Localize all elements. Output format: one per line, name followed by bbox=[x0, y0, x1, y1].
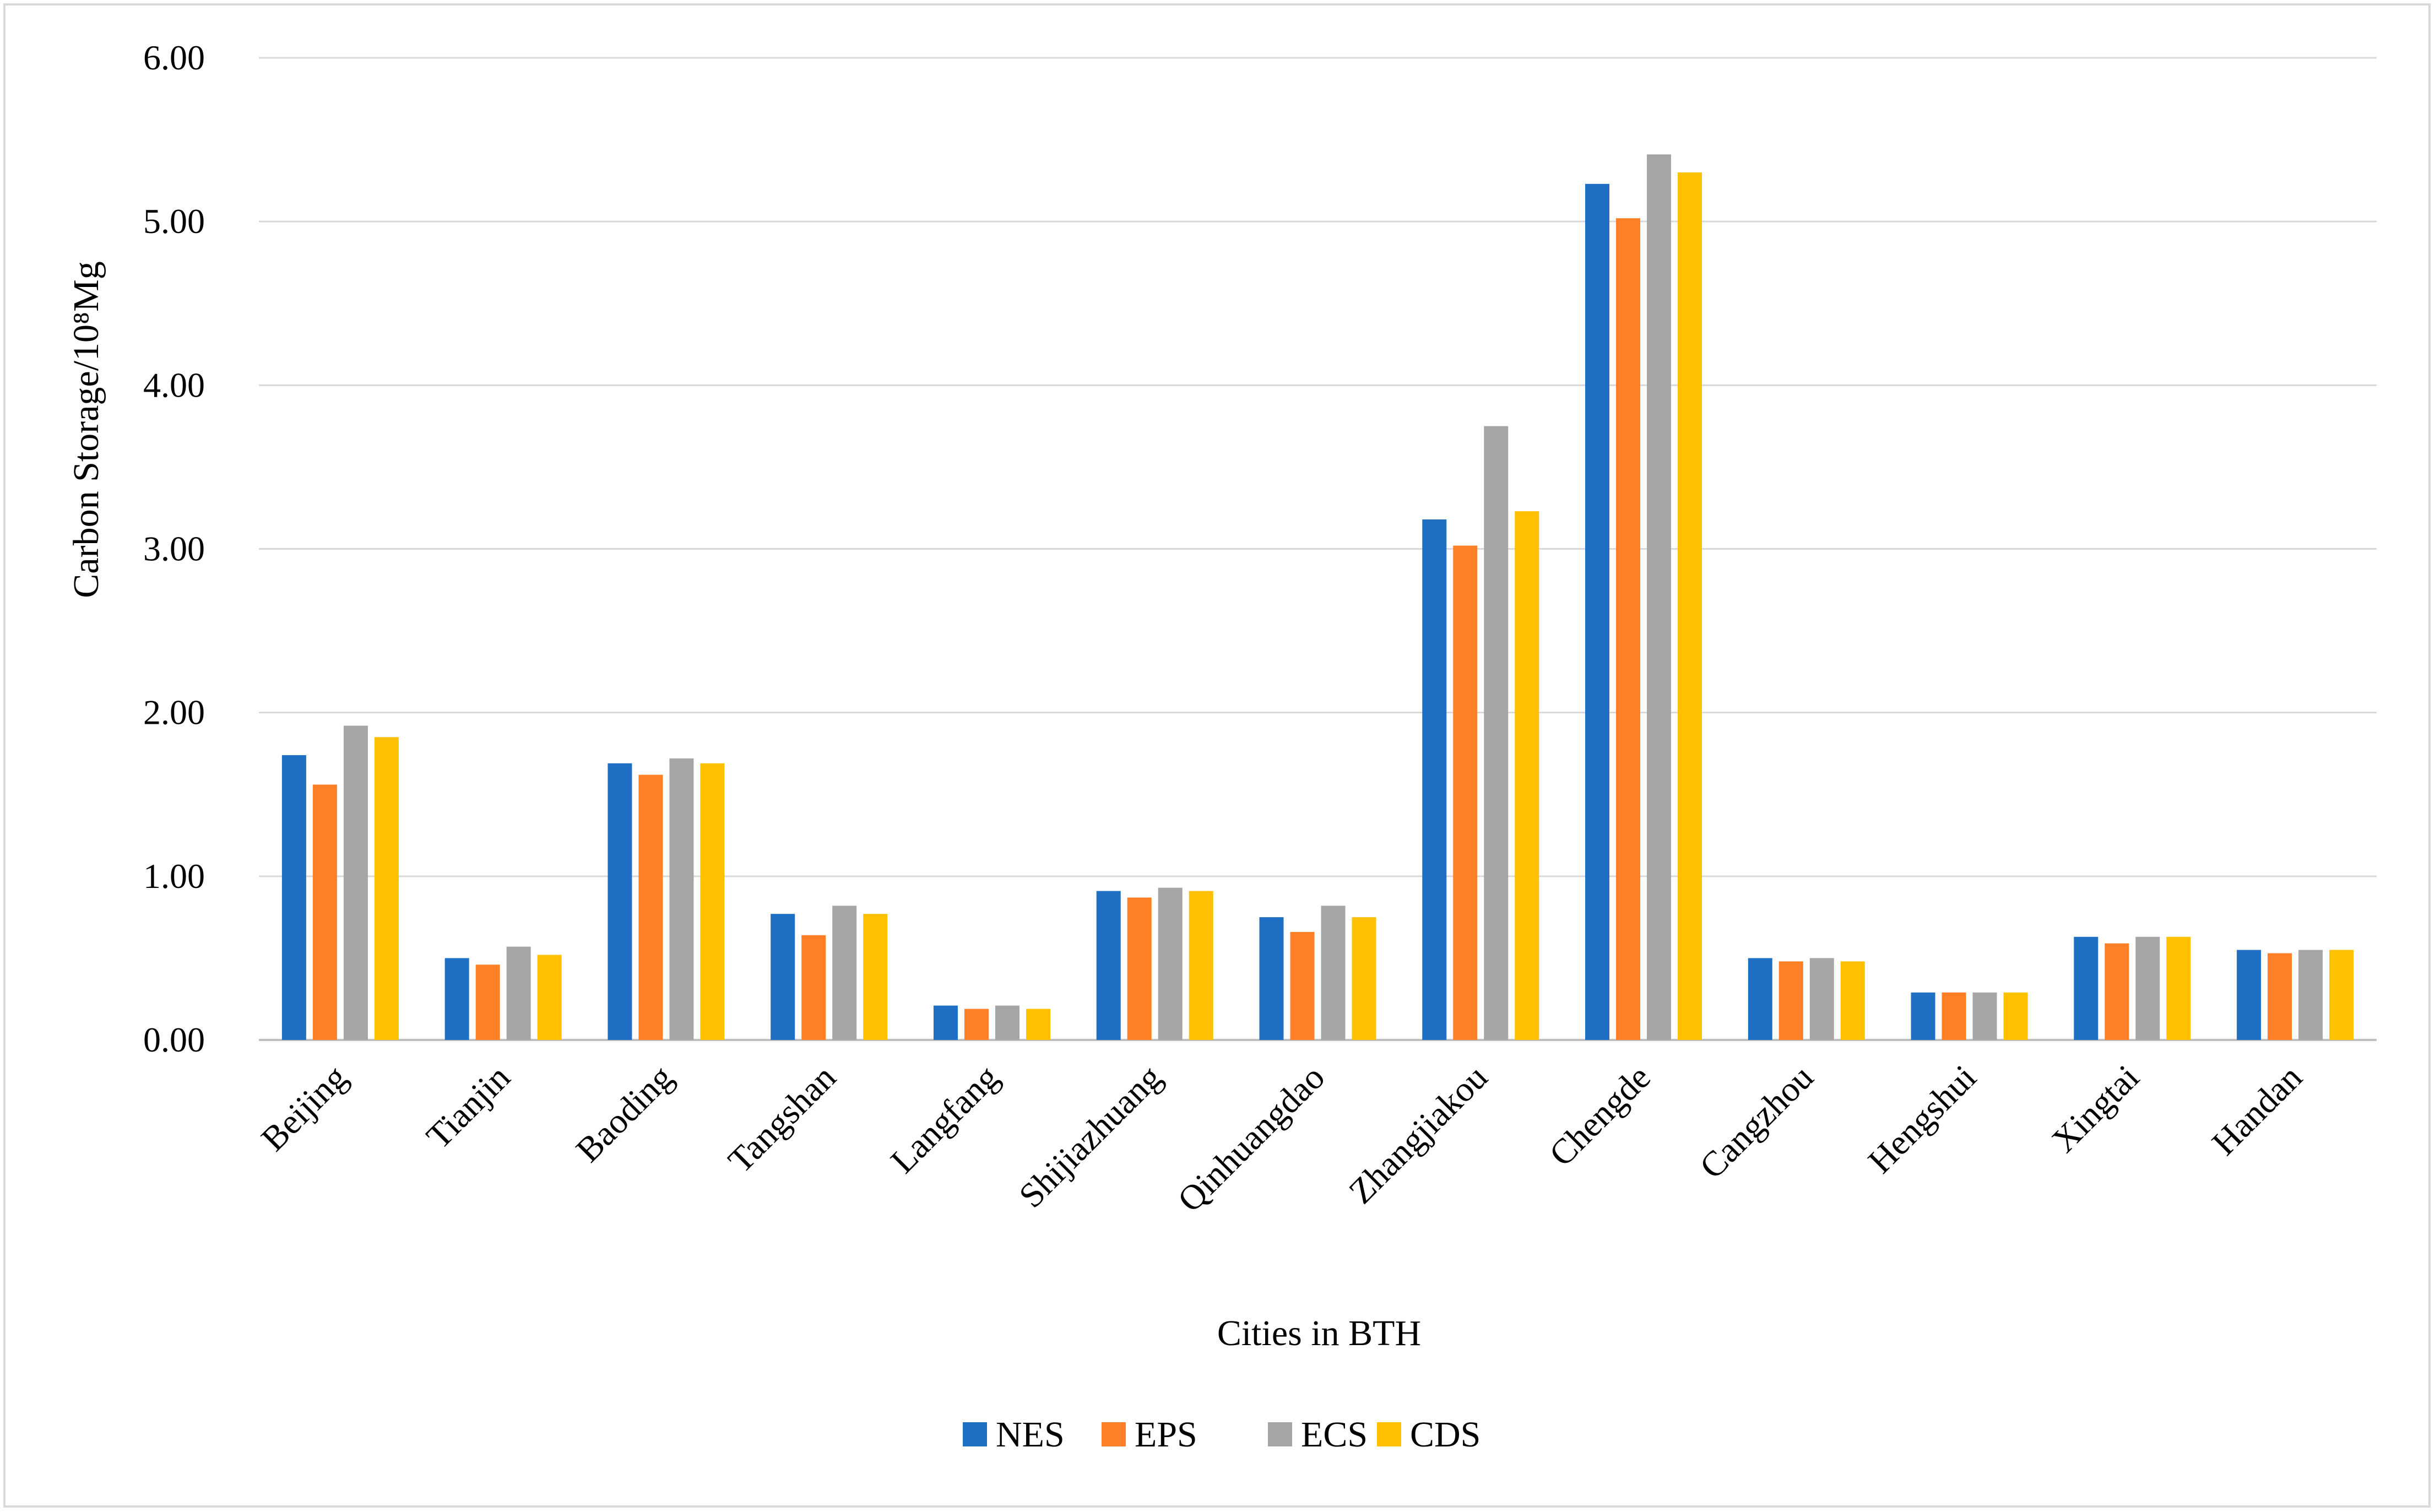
bar-nes-cangzhou bbox=[1748, 958, 1772, 1040]
x-axis-title: Cities in BTH bbox=[1217, 1313, 1421, 1353]
bar-cds-baoding bbox=[700, 763, 725, 1040]
bar-nes-tangshan bbox=[771, 914, 795, 1040]
x-tick-label: Chengde bbox=[1542, 1058, 1658, 1174]
bar-ecs-cangzhou bbox=[1809, 958, 1834, 1040]
bar-ecs-beijing bbox=[343, 725, 368, 1040]
bar-eps-shijiazhuang bbox=[1127, 897, 1152, 1040]
x-tick-label: Beijing bbox=[253, 1058, 354, 1158]
x-tick-label: Zhangjiakou bbox=[1341, 1058, 1495, 1211]
x-tick-labels: Beijing Tianjin Baoding Tangshan Langfang Shi… bbox=[253, 1058, 2309, 1220]
bar-nes-zhangjiakou bbox=[1422, 519, 1447, 1040]
bar-eps-chengde bbox=[1616, 218, 1641, 1040]
bar-eps-cangzhou bbox=[1778, 961, 1803, 1040]
chart-frame bbox=[3, 3, 2431, 1508]
x-tick-label: Langfang bbox=[883, 1058, 1006, 1181]
bar-cds-xingtai bbox=[2166, 936, 2191, 1040]
y-tick-label: 1.00 bbox=[143, 857, 205, 896]
bar-eps-langfang bbox=[964, 1009, 989, 1040]
bar-ecs-chengde bbox=[1647, 154, 1672, 1040]
legend-label-nes: NES bbox=[996, 1415, 1065, 1455]
y-tick-label: 3.00 bbox=[143, 529, 205, 568]
bar-cds-tangshan bbox=[863, 914, 888, 1040]
y-tick-label: 2.00 bbox=[143, 693, 205, 732]
bar-ecs-qinhuangdao bbox=[1321, 906, 1346, 1040]
bar-nes-qinhuangdao bbox=[1259, 917, 1284, 1040]
legend-swatch-eps bbox=[1102, 1422, 1126, 1446]
x-tick-label: Handan bbox=[2204, 1058, 2309, 1163]
y-tick-label: 0.00 bbox=[143, 1020, 205, 1059]
legend-swatch-cds bbox=[1377, 1422, 1401, 1446]
bar-ecs-tianjin bbox=[506, 946, 531, 1040]
bar-nes-chengde bbox=[1585, 183, 1610, 1040]
bar-ecs-tangshan bbox=[832, 906, 857, 1040]
legend-swatch-ecs bbox=[1268, 1422, 1292, 1446]
bar-cds-tianjin bbox=[537, 955, 562, 1040]
bar-cds-cangzhou bbox=[1840, 961, 1865, 1040]
x-tick-label: Shijiazhuang bbox=[1011, 1058, 1169, 1215]
bar-cds-qinhuangdao bbox=[1352, 917, 1376, 1040]
bar-cds-zhangjiakou bbox=[1515, 511, 1539, 1040]
bar-eps-beijing bbox=[312, 784, 337, 1040]
bar-cds-chengde bbox=[1678, 172, 1702, 1040]
x-tick-label: Cangzhou bbox=[1692, 1058, 1821, 1186]
bar-cds-shijiazhuang bbox=[1189, 891, 1213, 1040]
x-tick-label: Qinhuangdao bbox=[1170, 1058, 1332, 1220]
bar-cds-hengshui bbox=[2003, 992, 2028, 1040]
y-axis-title: Carbon Storage/10⁸Mg bbox=[66, 261, 106, 598]
bar-eps-baoding bbox=[638, 774, 663, 1040]
bar-cds-handan bbox=[2329, 950, 2354, 1040]
bar-cds-langfang bbox=[1026, 1009, 1050, 1040]
x-tick-label: Tangshan bbox=[720, 1058, 843, 1180]
bar-eps-qinhuangdao bbox=[1290, 931, 1315, 1040]
bar-ecs-baoding bbox=[669, 758, 694, 1040]
legend: NES EPS ECS CDS bbox=[963, 1415, 1480, 1455]
y-tick-label: 5.00 bbox=[143, 202, 205, 241]
bar-ecs-langfang bbox=[995, 1005, 1019, 1040]
x-tick-label: Hengshui bbox=[1861, 1058, 1984, 1181]
bar-eps-tianjin bbox=[475, 964, 500, 1040]
bars bbox=[281, 154, 2354, 1040]
bar-ecs-zhangjiakou bbox=[1484, 426, 1509, 1040]
bar-eps-tangshan bbox=[801, 935, 826, 1040]
bar-nes-baoding bbox=[608, 763, 632, 1040]
bar-ecs-handan bbox=[2298, 950, 2323, 1040]
y-tick-label: 6.00 bbox=[143, 38, 205, 77]
bar-eps-zhangjiakou bbox=[1453, 545, 1478, 1040]
bar-nes-shijiazhuang bbox=[1096, 891, 1121, 1040]
bar-cds-beijing bbox=[374, 737, 399, 1040]
bar-ecs-xingtai bbox=[2135, 936, 2160, 1040]
gridlines bbox=[259, 57, 2377, 1041]
legend-label-cds: CDS bbox=[1410, 1415, 1480, 1455]
bar-eps-handan bbox=[2268, 953, 2292, 1040]
y-tick-label: 4.00 bbox=[143, 365, 205, 404]
x-tick-label: Xingtai bbox=[2044, 1058, 2146, 1160]
bar-eps-xingtai bbox=[2105, 943, 2129, 1040]
bar-nes-hengshui bbox=[1911, 992, 1935, 1040]
x-tick-label: Baoding bbox=[568, 1058, 681, 1170]
bar-nes-xingtai bbox=[2074, 936, 2098, 1040]
legend-swatch-nes bbox=[963, 1422, 987, 1446]
legend-label-eps: EPS bbox=[1135, 1415, 1197, 1455]
legend-label-ecs: ECS bbox=[1301, 1415, 1368, 1455]
bar-nes-beijing bbox=[281, 755, 306, 1040]
y-tick-labels: 0.00 1.00 2.00 3.00 4.00 5.00 6.00 bbox=[143, 38, 205, 1059]
bar-nes-handan bbox=[2237, 950, 2262, 1040]
bar-eps-hengshui bbox=[1942, 992, 1966, 1040]
x-tick-label: Tianjin bbox=[419, 1058, 517, 1156]
bar-ecs-shijiazhuang bbox=[1158, 887, 1183, 1040]
bar-nes-langfang bbox=[933, 1005, 958, 1040]
bar-ecs-hengshui bbox=[1972, 992, 1997, 1040]
bar-nes-tianjin bbox=[444, 958, 469, 1040]
